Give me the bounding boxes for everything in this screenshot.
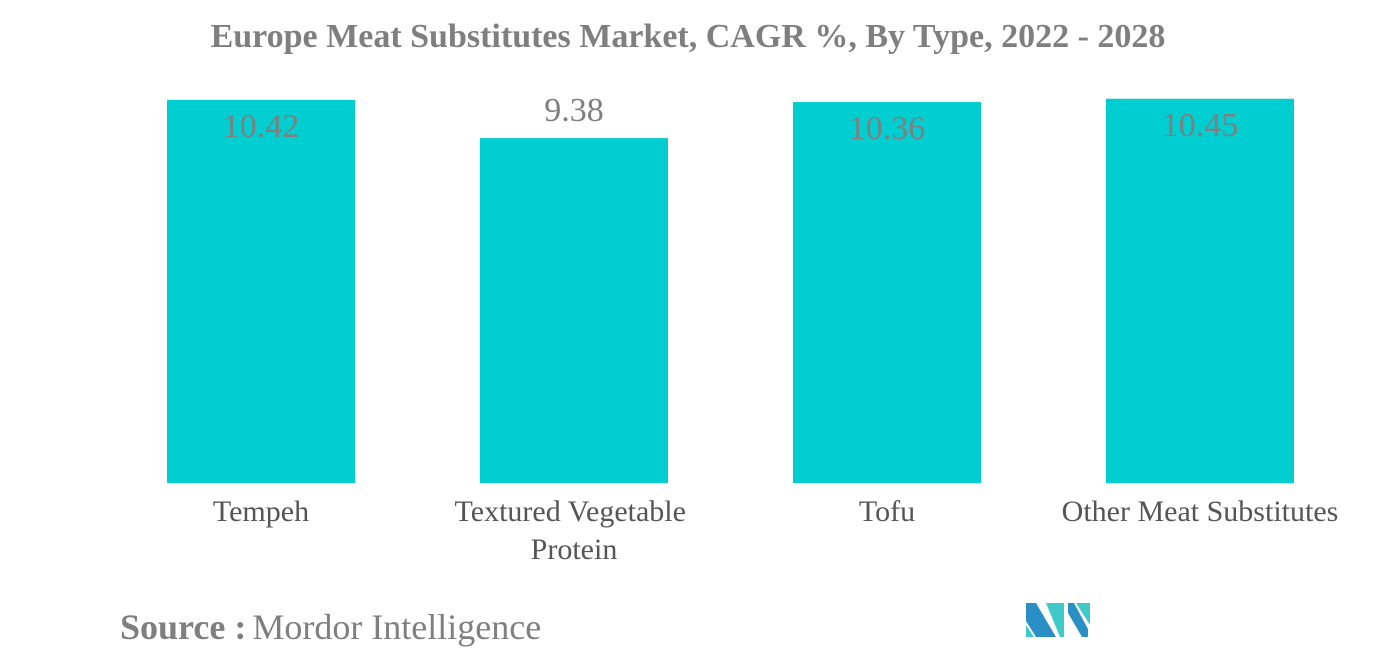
- data-label: 9.38: [544, 92, 604, 129]
- source-label: Source :: [120, 607, 247, 647]
- source-line: Source : Mordor Intelligence: [120, 606, 541, 648]
- x-tick-label: Textured Vegetable Protein: [455, 495, 694, 566]
- data-label: 10.42: [223, 108, 300, 145]
- bar: [1106, 98, 1294, 483]
- bar: [480, 138, 668, 483]
- mordor-logo: [1026, 603, 1090, 637]
- bar: [167, 99, 355, 483]
- x-tick-label: Tempeh: [213, 495, 309, 528]
- data-label: 10.45: [1162, 107, 1239, 144]
- x-tick-label: Other Meat Substitutes: [1062, 495, 1339, 528]
- x-tick-label: Tofu: [859, 495, 915, 528]
- source-value: Mordor Intelligence: [252, 607, 542, 647]
- bar: [793, 102, 981, 483]
- chart-title: Europe Meat Substitutes Market, CAGR %, …: [210, 18, 1166, 55]
- data-label: 10.36: [849, 110, 926, 147]
